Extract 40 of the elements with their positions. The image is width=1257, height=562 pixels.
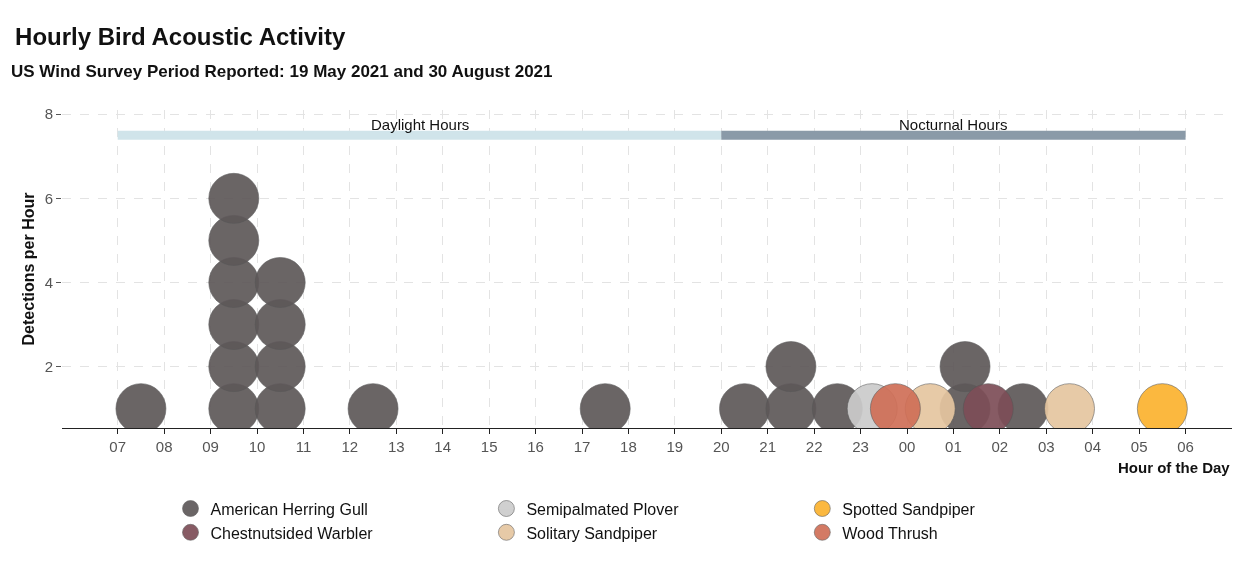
x-axis-title: Hour of the Day [1118,459,1231,476]
x-tick-label: 11 [295,438,312,455]
series-label: Nocturnal Hours [899,116,1008,133]
x-tick-label: 17 [573,438,591,455]
legend-label: Chestnutsided Warbler [210,524,374,542]
x-tick-label: 09 [202,438,219,455]
x-tick-label: 16 [527,438,544,455]
x-tick-label: 14 [434,438,452,455]
x-tick-label: 15 [480,438,498,455]
x-tick-label: 13 [387,438,405,455]
legend-label: Solitary Sandpiper [526,524,658,542]
y-tick-label: 4 [44,273,53,291]
x-tick-label: 20 [712,438,730,455]
y-tick-label: 8 [44,105,53,123]
y-tick-label: 6 [44,189,53,207]
x-tick-label: 22 [805,438,823,455]
chart-title: Hourly Bird Acoustic Activity [15,22,347,50]
x-tick-label: 03 [1037,438,1055,455]
legend-label: Spotted Sandpiper [842,500,976,518]
legend-label: Semipalmated Plover [526,500,680,518]
y-tick-label: 2 [44,357,53,375]
x-tick-label: 01 [945,438,962,455]
x-tick-label: 10 [248,438,266,455]
x-tick-label: 04 [1084,438,1102,455]
x-tick-label: 12 [341,438,359,455]
x-tick-label: 19 [666,438,684,455]
legend-label: American Herring Gull [210,500,368,518]
legend-label: Wood Thrush [842,524,938,542]
series-label: Daylight Hours [371,116,470,133]
x-tick-label: 05 [1130,438,1148,455]
chart-subtitle: US Wind Survey Period Reported: 19 May 2021 and 30 August 2021 [11,62,553,81]
x-tick-label: 21 [759,438,777,455]
x-tick-label: 00 [898,438,916,455]
x-tick-label: 06 [1177,438,1194,455]
x-tick-label: 02 [991,438,1009,455]
x-tick-label: 08 [155,438,173,455]
x-tick-label: 18 [620,438,637,455]
x-tick-label: 07 [109,438,127,455]
y-axis-title: Detections per Hour [19,192,37,346]
x-tick-label: 23 [852,438,869,455]
